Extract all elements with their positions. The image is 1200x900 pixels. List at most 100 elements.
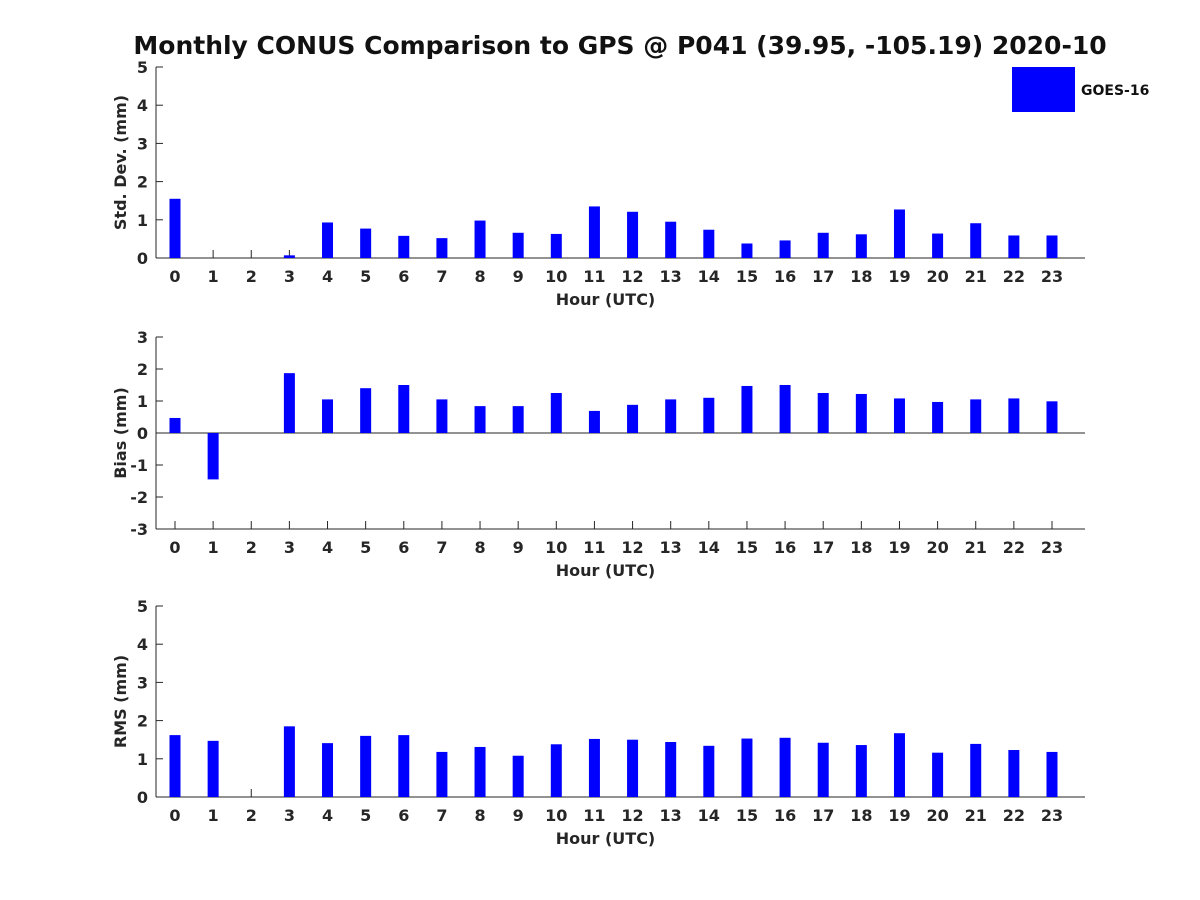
rms-y-tick-label: 3 xyxy=(137,673,148,692)
rms-bar-hour-12 xyxy=(627,739,639,797)
std-dev-bar-hour-14 xyxy=(703,229,715,258)
std-dev-x-tick-label: 22 xyxy=(1003,267,1025,286)
std-dev-bar-hour-19 xyxy=(893,209,905,258)
bias-x-tick-label: 4 xyxy=(322,538,333,557)
std-dev-x-tick-label: 4 xyxy=(322,267,333,286)
std-dev-bar-hour-18 xyxy=(855,234,867,258)
std-dev-y-tick-label: 4 xyxy=(137,96,148,115)
bias-bar-hour-13 xyxy=(665,399,677,433)
rms-x-tick-label: 23 xyxy=(1041,806,1063,825)
rms-y-axis-label: RMS (mm) xyxy=(111,655,130,748)
bias-y-tick-label: 3 xyxy=(137,328,148,347)
std-dev-y-tick-label: 3 xyxy=(137,134,148,153)
std-dev-bar-hour-20 xyxy=(932,233,944,258)
std-dev-y-tick-label: 0 xyxy=(137,249,148,268)
std-dev-x-tick-label: 7 xyxy=(436,267,447,286)
bias-bar-hour-16 xyxy=(779,385,791,433)
bias-x-tick-label: 17 xyxy=(812,538,834,557)
rms-x-tick-label: 21 xyxy=(965,806,987,825)
rms-bar-hour-5 xyxy=(360,735,372,797)
bias-bar-hour-9 xyxy=(512,406,524,433)
rms-y-tick-label: 2 xyxy=(137,712,148,731)
std-dev-y-axis-label: Std. Dev. (mm) xyxy=(111,95,130,230)
std-dev-x-tick-label: 8 xyxy=(474,267,485,286)
std-dev-x-tick-label: 6 xyxy=(398,267,409,286)
std-dev-bar-hour-8 xyxy=(474,220,486,258)
rms-bar-hour-18 xyxy=(855,745,867,797)
std-dev-bar-hour-0 xyxy=(169,198,181,258)
rms-x-tick-label: 10 xyxy=(545,806,567,825)
bias-bar-hour-12 xyxy=(627,404,639,433)
std-dev-x-tick-label: 10 xyxy=(545,267,567,286)
std-dev-bar-hour-7 xyxy=(436,238,448,258)
bias-x-tick-label: 18 xyxy=(850,538,872,557)
bias-x-tick-label: 12 xyxy=(621,538,643,557)
bias-y-tick-label: -1 xyxy=(130,456,148,475)
bias-bar-hour-11 xyxy=(588,410,600,433)
std-dev-x-tick-label: 19 xyxy=(888,267,910,286)
rms-bar-hour-7 xyxy=(436,751,448,797)
rms-x-tick-label: 0 xyxy=(169,806,180,825)
bias-x-tick-label: 3 xyxy=(284,538,295,557)
bias-bar-hour-1 xyxy=(207,433,219,480)
std-dev-x-tick-label: 11 xyxy=(583,267,605,286)
bias-x-tick-label: 6 xyxy=(398,538,409,557)
std-dev-bar-hour-3 xyxy=(283,255,295,258)
rms-x-tick-label: 11 xyxy=(583,806,605,825)
std-dev-bar-hour-17 xyxy=(817,232,829,258)
std-dev-bar-hour-22 xyxy=(1008,235,1020,258)
rms-x-tick-label: 13 xyxy=(660,806,682,825)
std-dev-x-axis-label: Hour (UTC) xyxy=(556,290,656,309)
bias-y-tick-label: -3 xyxy=(130,520,148,539)
rms-x-tick-label: 8 xyxy=(474,806,485,825)
bias-x-tick-label: 10 xyxy=(545,538,567,557)
rms-x-tick-label: 3 xyxy=(284,806,295,825)
rms-bar-hour-6 xyxy=(398,735,410,797)
std-dev-bar-hour-16 xyxy=(779,240,791,258)
rms-bar-hour-0 xyxy=(169,735,181,797)
bias-x-tick-label: 7 xyxy=(436,538,447,557)
rms-bar-hour-20 xyxy=(932,752,944,797)
bias-bar-hour-4 xyxy=(322,399,334,433)
rms-bar-hour-10 xyxy=(550,744,562,797)
rms-bar-hour-19 xyxy=(893,733,905,797)
bias-bar-hour-0 xyxy=(169,417,181,433)
rms-bar-hour-16 xyxy=(779,737,791,797)
rms-x-tick-label: 19 xyxy=(888,806,910,825)
bias-bar-hour-10 xyxy=(550,393,562,433)
std-dev-x-tick-label: 23 xyxy=(1041,267,1063,286)
bias-bar-hour-14 xyxy=(703,397,715,433)
rms-y-tick-label: 4 xyxy=(137,635,148,654)
bias-x-tick-label: 8 xyxy=(474,538,485,557)
bias-x-tick-label: 2 xyxy=(246,538,257,557)
std-dev-bar-hour-13 xyxy=(665,221,677,258)
bias-x-tick-label: 1 xyxy=(208,538,219,557)
bias-y-tick-label: 1 xyxy=(137,392,148,411)
bias-y-axis-label: Bias (mm) xyxy=(111,387,130,479)
rms-x-tick-label: 20 xyxy=(926,806,948,825)
rms-x-tick-label: 7 xyxy=(436,806,447,825)
bias-x-tick-label: 15 xyxy=(736,538,758,557)
std-dev-x-tick-label: 15 xyxy=(736,267,758,286)
bias-y-tick-label: 2 xyxy=(137,360,148,379)
std-dev-x-tick-label: 13 xyxy=(660,267,682,286)
bias-bar-hour-3 xyxy=(283,373,295,433)
rms-x-tick-label: 22 xyxy=(1003,806,1025,825)
legend-label: GOES-16 xyxy=(1081,83,1149,99)
std-dev-bar-hour-4 xyxy=(322,222,334,258)
rms-x-tick-label: 4 xyxy=(322,806,333,825)
std-dev-bar-hour-21 xyxy=(970,223,982,258)
bias-bar-hour-18 xyxy=(855,393,867,433)
rms-bar-hour-22 xyxy=(1008,750,1020,797)
figure-title: Monthly CONUS Comparison to GPS @ P041 (… xyxy=(133,31,1106,60)
std-dev-bar-hour-12 xyxy=(627,211,639,258)
std-dev-x-tick-label: 3 xyxy=(284,267,295,286)
std-dev-bar-hour-10 xyxy=(550,233,562,258)
bias-bar-hour-23 xyxy=(1046,401,1058,433)
rms-bar-hour-11 xyxy=(588,738,600,797)
rms-x-tick-label: 9 xyxy=(513,806,524,825)
